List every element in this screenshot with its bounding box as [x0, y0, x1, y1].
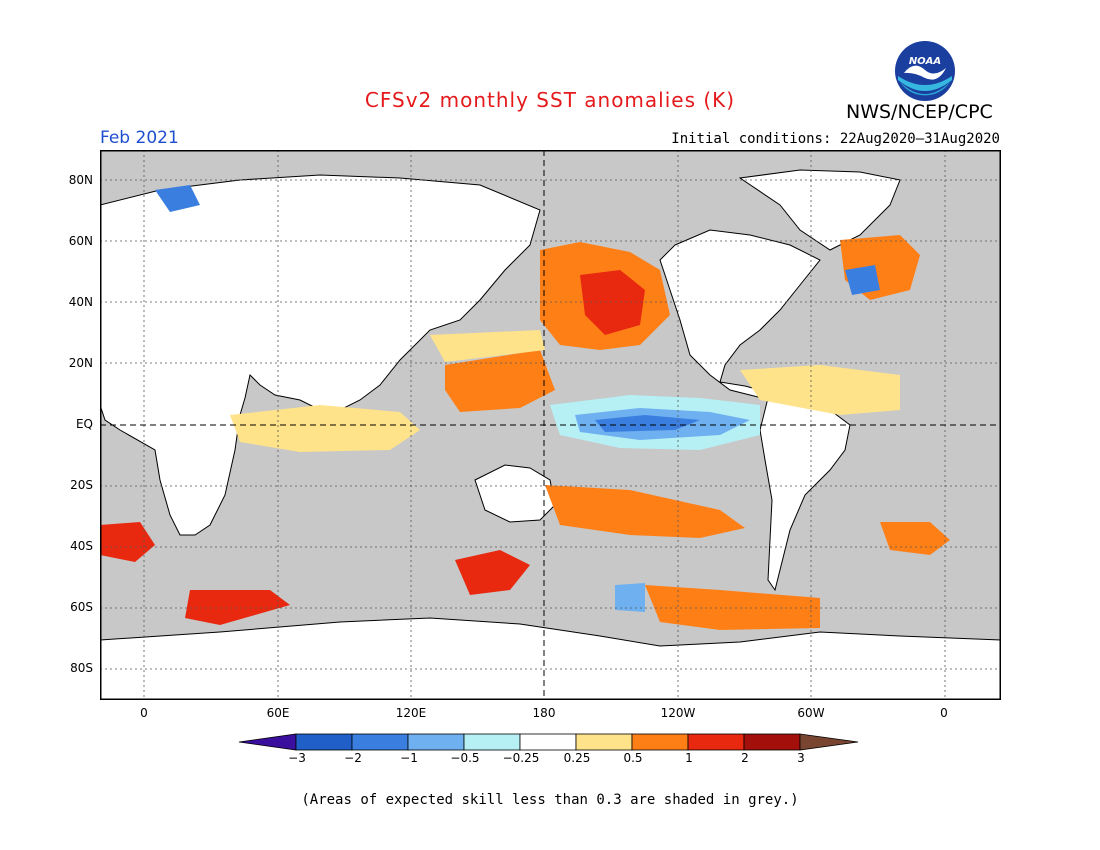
lat-label: 40N [68, 295, 93, 309]
colorbar-tick-label: 2 [741, 751, 749, 765]
skill-footnote: (Areas of expected skill less than 0.3 a… [301, 792, 799, 808]
land-antarctica [100, 617, 1001, 700]
lon-label: 60E [266, 706, 290, 720]
lon-label: 0 [140, 706, 148, 720]
lat-label: 80N [68, 173, 93, 187]
land-eurasia-africa [100, 174, 541, 536]
colorbar-tick-label: −3 [288, 751, 306, 765]
colorbar-box [743, 733, 801, 751]
lon-label: 120W [660, 706, 696, 720]
colorbar-tick-label: 3 [797, 751, 805, 765]
patch-enso-cool-core [595, 415, 700, 432]
patch-south-atlantic-warm [100, 522, 155, 562]
lat-label: 40S [70, 539, 93, 553]
land-greenland [738, 169, 901, 251]
lat-label: 60N [68, 234, 93, 248]
lon-label: 60W [797, 706, 825, 720]
patch-west-pacific-moderate [430, 330, 545, 362]
patch-north-atlantic-cool [845, 265, 880, 295]
initial-conditions: Initial conditions: 22Aug2020–31Aug2020 [671, 131, 1000, 147]
lat-label: 20N [68, 356, 93, 370]
colorbar-end-high [799, 733, 859, 751]
map-frame [100, 150, 1001, 700]
colorbar-box [407, 733, 465, 751]
colorbar-tick-label: 0.5 [623, 751, 643, 765]
patch-antarctic-warm [185, 590, 290, 625]
patch-southern-ocean-warm [645, 585, 820, 630]
map-title: CFSv2 monthly SST anomalies (K) [364, 88, 736, 112]
land-south-america [759, 389, 851, 592]
lat-label: 60S [70, 600, 93, 614]
colorbar-box [575, 733, 633, 751]
colorbar [238, 733, 859, 751]
colorbar-box [351, 733, 409, 751]
colorbar-tick-label: −1 [400, 751, 418, 765]
lon-label: 180 [532, 706, 556, 720]
continents [100, 169, 1001, 700]
colorbar-tick-label: −2 [344, 751, 362, 765]
land-north-america [659, 229, 821, 401]
patch-southern-ocean-cool [615, 583, 645, 612]
colorbar-box [463, 733, 521, 751]
agency-label: NWS/NCEP/CPC [846, 101, 993, 123]
colorbar-box [519, 733, 577, 751]
patch-south-indian-warm-2 [880, 522, 950, 555]
colorbar-tick-label: −0.5 [450, 751, 480, 765]
patch-north-pacific-strong [580, 270, 645, 335]
colorbar-box [631, 733, 689, 751]
colorbar-box [687, 733, 745, 751]
anomaly-patches [100, 185, 950, 630]
patch-arctic-cool [155, 185, 200, 212]
equator-dateline [100, 150, 1001, 700]
colorbar-box [295, 733, 353, 751]
patch-south-pacific-warm [545, 485, 745, 538]
patch-indian-ocean-moderate [230, 405, 420, 452]
patch-atlantic-moderate [740, 365, 900, 415]
colorbar-end-low [238, 733, 297, 751]
patch-west-pacific-warm [445, 350, 555, 412]
lon-label: 0 [940, 706, 948, 720]
sst-anomaly-map [100, 150, 1001, 700]
colorbar-tick-label: −0.25 [502, 751, 540, 765]
logo-text: NOAA [909, 56, 941, 67]
lat-label: 20S [70, 478, 93, 492]
colorbar-tick-label: 1 [685, 751, 693, 765]
forecast-period: Feb 2021 [100, 128, 179, 148]
noaa-logo: NOAA [895, 41, 955, 101]
lon-label: 120E [395, 706, 427, 720]
colorbar-tick-label: 0.25 [563, 751, 591, 765]
patch-south-indian-warm [455, 550, 530, 595]
lat-label: 80S [70, 661, 93, 675]
lat-label: EQ [75, 417, 93, 431]
